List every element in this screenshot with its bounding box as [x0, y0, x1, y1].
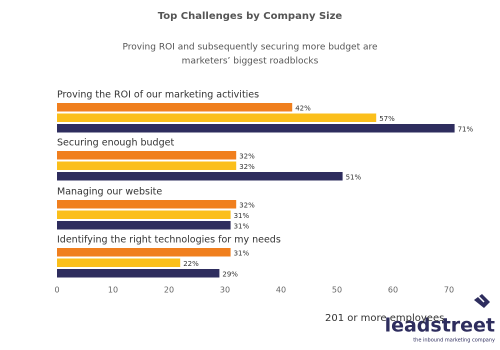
bar — [57, 103, 293, 112]
bar — [57, 124, 455, 133]
value-label: 32% — [239, 152, 255, 160]
x-tick-label: 10 — [108, 286, 118, 295]
value-label: 32% — [239, 201, 255, 209]
bar — [57, 248, 231, 257]
logo: leadstreet the inbound marketing company — [385, 294, 495, 344]
logo-name: leadstreet — [385, 315, 495, 337]
value-label: 22% — [183, 260, 199, 268]
bar — [57, 258, 181, 267]
value-label: 51% — [346, 173, 362, 181]
bar — [57, 269, 220, 278]
category-label: Securing enough budget — [57, 138, 174, 149]
chart-title: Top Challenges by Company Size — [158, 11, 343, 22]
x-tick-label: 30 — [220, 286, 230, 295]
value-label: 71% — [458, 125, 474, 133]
value-label: 32% — [239, 163, 255, 171]
logo-tagline: the inbound marketing company — [413, 338, 495, 344]
value-label: 57% — [379, 115, 395, 123]
value-label: 42% — [295, 104, 311, 112]
category-label: Identifying the right technologies for m… — [57, 235, 281, 246]
category-label: Proving the ROI of our marketing activit… — [57, 90, 259, 101]
bar — [57, 113, 377, 122]
x-tick-label: 70 — [444, 286, 454, 295]
bar — [57, 172, 343, 181]
x-tick-label: 50 — [332, 286, 342, 295]
bar — [57, 161, 237, 170]
x-tick-label: 60 — [388, 286, 398, 295]
logo-icon — [477, 295, 485, 303]
category-label: Managing our website — [57, 187, 162, 198]
chart-subtitle: Proving ROI and subsequently securing mo… — [122, 43, 378, 53]
value-label: 31% — [234, 222, 250, 230]
bar — [57, 151, 237, 160]
x-tick-label: 20 — [164, 286, 174, 295]
value-label: 29% — [222, 270, 238, 278]
legend-label: 201 or more employees — [325, 313, 444, 324]
value-label: 31% — [234, 212, 250, 220]
bar — [57, 221, 231, 230]
x-tick-label: 40 — [276, 286, 286, 295]
value-label: 31% — [234, 249, 250, 257]
bar — [57, 210, 231, 219]
chart-subtitle: marketers’ biggest roadblocks — [182, 57, 319, 67]
bar — [57, 200, 237, 209]
x-tick-label: 0 — [54, 286, 59, 295]
